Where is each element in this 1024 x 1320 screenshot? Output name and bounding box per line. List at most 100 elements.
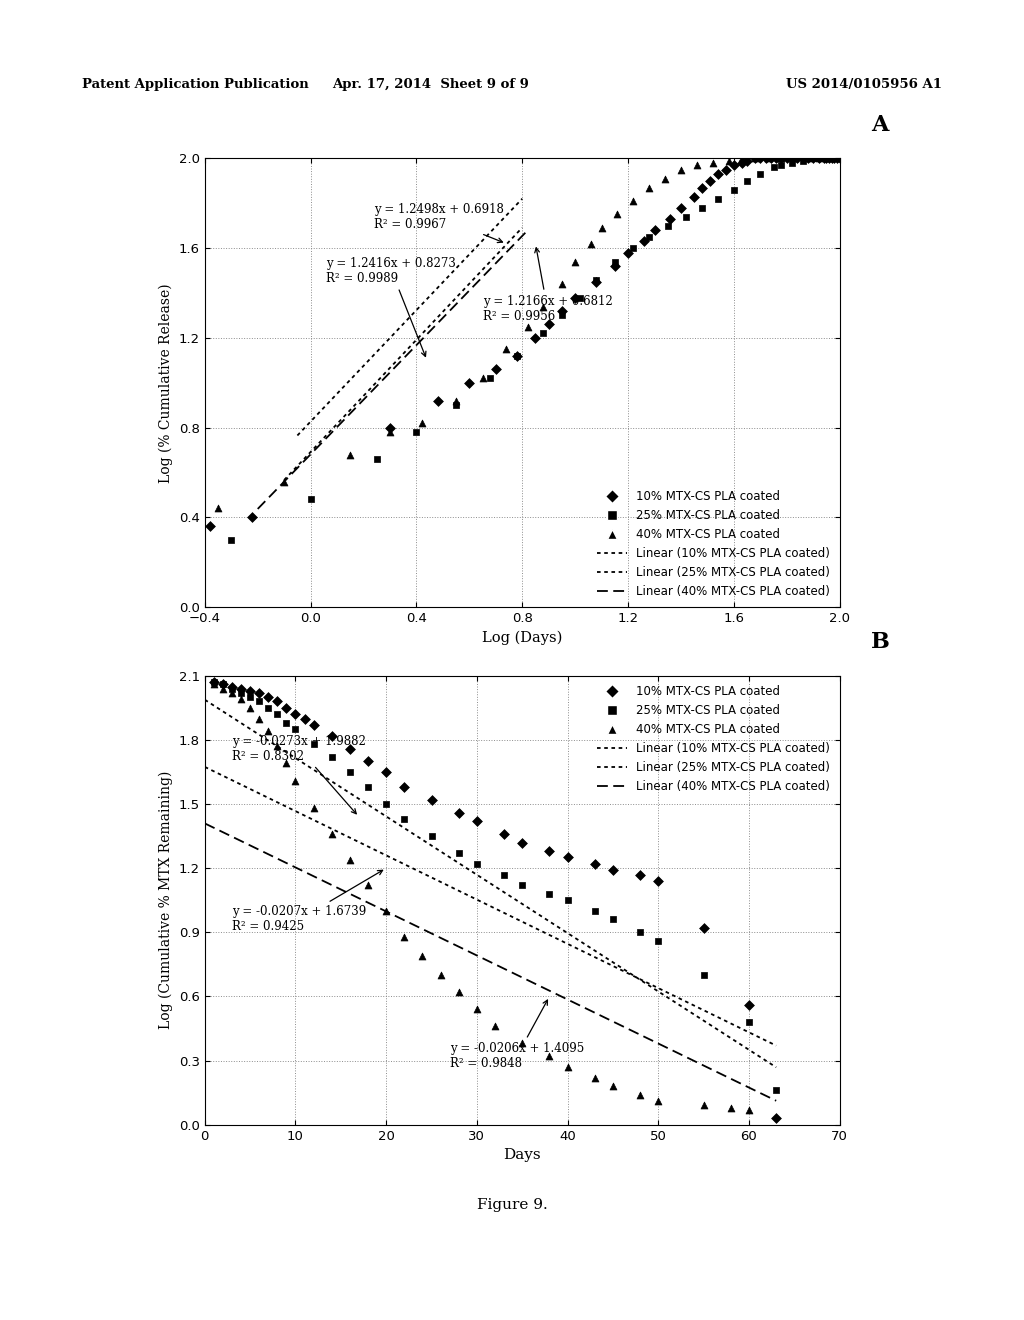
Point — [694, 177, 711, 198]
Point — [509, 346, 525, 367]
Point — [215, 673, 231, 694]
Point — [718, 158, 734, 180]
Point — [244, 507, 260, 528]
Point — [324, 747, 340, 768]
Point — [800, 148, 816, 169]
Point — [818, 148, 835, 169]
Point — [260, 697, 276, 718]
Point — [288, 718, 304, 739]
Point — [726, 180, 742, 201]
Point — [625, 190, 641, 211]
Point — [773, 154, 790, 176]
Point — [632, 1084, 648, 1105]
Point — [689, 154, 706, 176]
Point — [423, 825, 439, 846]
Point — [773, 148, 790, 169]
Point — [659, 215, 676, 236]
Point — [215, 673, 231, 694]
Point — [487, 359, 504, 380]
Point — [778, 148, 795, 169]
Point — [251, 690, 267, 711]
Point — [784, 148, 801, 169]
Point — [288, 770, 304, 791]
Point — [451, 803, 467, 824]
Point — [269, 735, 286, 756]
Point — [486, 1016, 503, 1038]
Point — [269, 704, 286, 725]
Text: B: B — [871, 631, 890, 653]
Point — [773, 148, 790, 169]
Point — [632, 921, 648, 942]
Text: y = 1.2416x + 0.8273
R² = 0.9989: y = 1.2416x + 0.8273 R² = 0.9989 — [327, 256, 457, 356]
Point — [396, 927, 413, 948]
Point — [324, 824, 340, 845]
Point — [359, 751, 376, 772]
Point — [587, 900, 603, 921]
Point — [302, 488, 318, 510]
Point — [482, 368, 499, 389]
Point — [409, 421, 425, 442]
Point — [554, 301, 570, 322]
Point — [753, 164, 769, 185]
Point — [800, 148, 816, 169]
Point — [828, 148, 845, 169]
Point — [296, 708, 312, 729]
Y-axis label: Log (% Cumulative Release): Log (% Cumulative Release) — [159, 282, 173, 483]
Point — [224, 678, 241, 700]
Point — [721, 150, 737, 172]
Point — [694, 197, 711, 218]
Point — [786, 148, 803, 169]
Point — [641, 226, 657, 247]
Point — [559, 1056, 575, 1077]
Point — [342, 444, 358, 465]
Point — [572, 286, 589, 308]
Point — [763, 148, 779, 169]
Point — [768, 1080, 784, 1101]
Text: y = 1.2498x + 0.6918
R² = 0.9967: y = 1.2498x + 0.6918 R² = 0.9967 — [374, 203, 504, 243]
Point — [260, 721, 276, 742]
Point — [210, 498, 226, 519]
Point — [423, 789, 439, 810]
Point — [432, 965, 449, 986]
Point — [650, 870, 667, 891]
Point — [701, 170, 718, 191]
Point — [583, 234, 599, 255]
Point — [559, 847, 575, 869]
Point — [542, 883, 558, 904]
Point — [342, 738, 358, 759]
Point — [429, 391, 445, 412]
Point — [369, 449, 385, 470]
Point — [740, 1011, 757, 1032]
Text: y = 1.2166x + 0.6812
R² = 0.9956: y = 1.2166x + 0.6812 R² = 0.9956 — [482, 248, 612, 323]
Point — [554, 305, 570, 326]
Point — [821, 148, 838, 169]
Point — [242, 697, 258, 718]
Point — [673, 158, 689, 180]
Point — [606, 251, 623, 272]
Point — [232, 689, 249, 710]
Point — [831, 148, 848, 169]
X-axis label: Days: Days — [504, 1148, 541, 1162]
Point — [784, 152, 801, 173]
Point — [469, 810, 485, 832]
Point — [746, 148, 763, 169]
Point — [451, 982, 467, 1003]
Point — [251, 682, 267, 704]
Point — [733, 148, 750, 169]
Point — [606, 256, 623, 277]
Y-axis label: Log (Cumulative % MTX Remaining): Log (Cumulative % MTX Remaining) — [159, 771, 173, 1030]
Point — [232, 682, 249, 704]
Point — [650, 1090, 667, 1111]
Point — [605, 859, 622, 880]
Point — [242, 680, 258, 701]
Point — [496, 824, 512, 845]
Point — [813, 148, 829, 169]
Point — [605, 909, 622, 931]
Point — [695, 965, 712, 986]
Point — [765, 157, 781, 178]
Point — [726, 154, 742, 176]
Point — [657, 168, 674, 189]
Point — [587, 853, 603, 874]
X-axis label: Log (Days): Log (Days) — [482, 631, 562, 645]
Point — [646, 219, 663, 240]
